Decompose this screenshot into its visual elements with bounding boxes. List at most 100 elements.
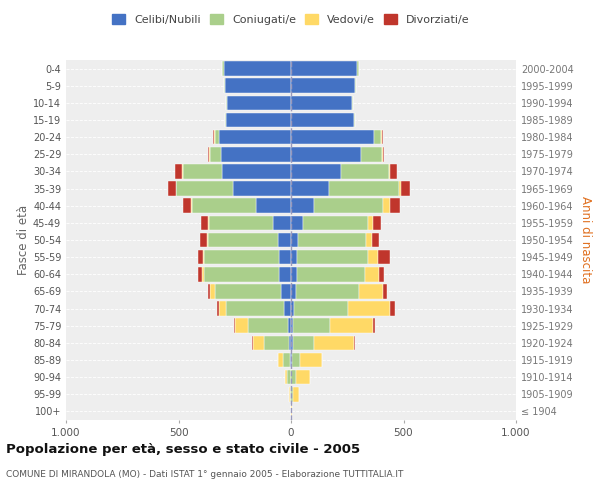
Bar: [213, 130, 214, 144]
Bar: [296, 250, 367, 264]
Bar: [209, 216, 273, 230]
Bar: [367, 216, 373, 230]
Bar: [208, 216, 209, 230]
Bar: [291, 198, 314, 213]
Bar: [183, 198, 191, 213]
Bar: [291, 164, 341, 178]
Bar: [219, 130, 291, 144]
Bar: [215, 284, 281, 298]
Bar: [175, 164, 182, 178]
Bar: [291, 78, 355, 93]
Bar: [296, 370, 310, 384]
Bar: [248, 318, 287, 333]
Bar: [372, 232, 379, 248]
Bar: [291, 182, 329, 196]
Bar: [295, 302, 349, 316]
Bar: [285, 370, 287, 384]
Bar: [197, 267, 202, 281]
Bar: [219, 302, 226, 316]
Bar: [291, 216, 304, 230]
Bar: [227, 96, 291, 110]
Bar: [300, 352, 322, 368]
Bar: [291, 232, 298, 248]
Bar: [226, 96, 227, 110]
Bar: [233, 318, 235, 333]
Bar: [233, 182, 291, 196]
Bar: [291, 250, 296, 264]
Bar: [291, 318, 293, 333]
Bar: [183, 164, 223, 178]
Bar: [287, 370, 290, 384]
Bar: [200, 232, 206, 248]
Bar: [379, 267, 385, 281]
Bar: [390, 198, 400, 213]
Bar: [203, 250, 205, 264]
Bar: [383, 147, 385, 162]
Bar: [304, 216, 367, 230]
Bar: [224, 78, 291, 93]
Bar: [289, 336, 291, 350]
Bar: [349, 302, 390, 316]
Bar: [291, 130, 374, 144]
Bar: [382, 130, 383, 144]
Bar: [290, 352, 291, 368]
Bar: [291, 112, 354, 128]
Bar: [214, 130, 215, 144]
Bar: [374, 130, 381, 144]
Bar: [291, 62, 358, 76]
Bar: [390, 164, 397, 178]
Bar: [373, 318, 376, 333]
Bar: [252, 336, 253, 350]
Bar: [314, 198, 383, 213]
Bar: [221, 147, 291, 162]
Bar: [223, 78, 224, 93]
Bar: [353, 336, 355, 350]
Bar: [359, 284, 383, 298]
Bar: [226, 112, 291, 128]
Bar: [176, 182, 233, 196]
Bar: [224, 112, 226, 128]
Bar: [377, 250, 390, 264]
Bar: [383, 284, 386, 298]
Bar: [278, 250, 291, 264]
Text: Popolazione per età, sesso e stato civile - 2005: Popolazione per età, sesso e stato civil…: [6, 442, 360, 456]
Bar: [217, 302, 219, 316]
Bar: [169, 182, 176, 196]
Bar: [293, 387, 299, 402]
Bar: [390, 302, 395, 316]
Bar: [367, 250, 377, 264]
Bar: [296, 284, 359, 298]
Bar: [278, 352, 283, 368]
Bar: [206, 232, 208, 248]
Bar: [253, 336, 265, 350]
Bar: [399, 182, 401, 196]
Bar: [192, 198, 256, 213]
Bar: [291, 352, 292, 368]
Bar: [208, 284, 210, 298]
Y-axis label: Anni di nascita: Anni di nascita: [579, 196, 592, 284]
Bar: [223, 62, 291, 76]
Bar: [331, 318, 373, 333]
Bar: [389, 164, 390, 178]
Bar: [383, 198, 390, 213]
Bar: [210, 284, 215, 298]
Bar: [292, 387, 293, 402]
Bar: [341, 164, 389, 178]
Bar: [197, 250, 203, 264]
Bar: [226, 302, 284, 316]
Bar: [208, 147, 209, 162]
Bar: [290, 387, 291, 402]
Bar: [284, 302, 291, 316]
Bar: [278, 267, 291, 281]
Bar: [291, 267, 296, 281]
Bar: [273, 216, 291, 230]
Bar: [205, 250, 278, 264]
Bar: [365, 267, 379, 281]
Bar: [292, 352, 300, 368]
Bar: [382, 147, 383, 162]
Bar: [291, 336, 293, 350]
Bar: [182, 164, 183, 178]
Bar: [205, 267, 278, 281]
Bar: [373, 216, 381, 230]
Bar: [202, 267, 205, 281]
